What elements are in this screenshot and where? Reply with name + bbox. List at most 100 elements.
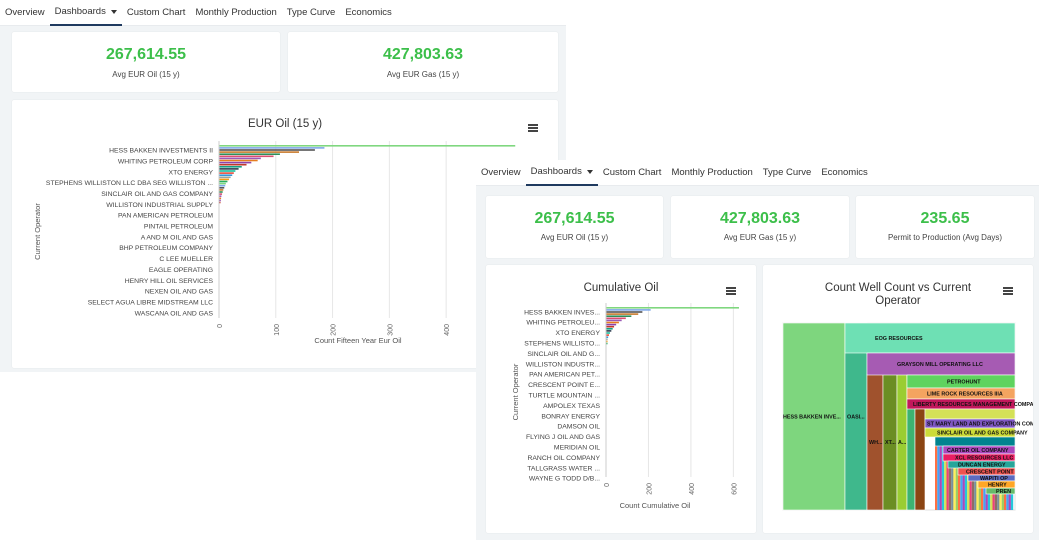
treemap-cell-label: PREN — [996, 489, 1011, 495]
bar — [219, 187, 225, 189]
category-label: PINTAIL PETROLEUM — [144, 224, 213, 231]
bar — [219, 193, 223, 195]
treemap-cell-label: ST MARY LAND AND EXPLORATION COMPANY — [927, 422, 1033, 428]
bar — [219, 151, 299, 153]
category-label: CRESCENT POINT E... — [528, 382, 600, 389]
tab-economics[interactable]: Economics — [345, 7, 392, 18]
kpi-value: 427,803.63 — [382, 46, 464, 63]
y-axis-title: Current Operator — [33, 203, 42, 260]
bar — [606, 325, 615, 328]
bar — [606, 334, 609, 336]
tab-overview[interactable]: Overview — [481, 167, 521, 178]
category-label: XTO ENERGY — [169, 169, 214, 176]
bar — [219, 172, 234, 174]
bar — [606, 313, 639, 315]
bar — [219, 170, 236, 172]
category-label: XTO ENERGY — [556, 330, 601, 337]
category-label: HESS BAKKEN INVESTMENTS II — [109, 148, 213, 155]
tab-monthly-production[interactable]: Monthly Production — [195, 7, 277, 18]
bar — [606, 330, 612, 332]
treemap-tail-cell — [958, 443, 961, 510]
tab-monthly-production[interactable]: Monthly Production — [671, 167, 753, 178]
kpi-card-avg-eur-oil: 267,614.55 Avg EUR Oil (15 y) — [12, 32, 280, 92]
cumulative-oil-chart-card: Cumulative Oil 0 200 400 600 HESS BAKKEN INV… — [486, 265, 756, 533]
bar — [606, 307, 739, 309]
treemap-cell-label: XT... — [885, 440, 896, 446]
bar — [219, 176, 231, 179]
bar — [219, 199, 221, 202]
chevron-down-icon — [110, 9, 117, 14]
tab-economics[interactable]: Economics — [821, 167, 868, 178]
bar — [606, 332, 610, 334]
treemap-tail-cell — [960, 443, 963, 510]
kpi-value: 267,614.55 — [534, 210, 615, 227]
treemap-cell — [844, 322, 1016, 354]
treemap-cell — [924, 408, 1016, 420]
bar — [219, 191, 223, 193]
category-label: SINCLAIR OIL AND GAS COMPANY — [101, 191, 213, 198]
bar — [219, 145, 516, 147]
bar — [219, 147, 325, 149]
well-count-treemap-card: Count Well Count vs Current Operator HES… — [763, 265, 1033, 533]
treemap-cell-label: A... — [898, 440, 907, 446]
tab-custom-chart[interactable]: Custom Chart — [602, 167, 662, 178]
category-label: TALLGRASS WATER ... — [527, 465, 600, 472]
category-label: STEPHENS WILLISTO... — [524, 340, 600, 347]
kpi-label: Avg EUR Gas (15 y) — [723, 233, 797, 242]
x-axis-title: Count Cumulative Oil — [620, 501, 691, 510]
treemap-cell-label: CARTER OIL COMPANY — [947, 448, 1009, 454]
chart-menu-icon[interactable] — [1003, 287, 1013, 295]
kpi-card-permit-to-production: 235.65 Permit to Production (Avg Days) — [856, 196, 1034, 258]
category-label: WAYNE G TODD D/B... — [529, 476, 600, 483]
back-nav-bar: Overview Dashboards Custom Chart Monthly… — [0, 0, 566, 26]
x-tick-label: 100 — [274, 324, 281, 336]
treemap-tail-cell — [951, 443, 954, 510]
x-tick-label: 0 — [217, 324, 224, 328]
category-label: EAGLE OPERATING — [149, 267, 213, 274]
treemap-cell — [985, 487, 1016, 495]
category-label: FLYING J OIL AND GAS — [526, 434, 600, 441]
eur-oil-chart-card: EUR Oil (15 y) 0 100 200 300 400 HESS BAKKEN … — [12, 100, 558, 368]
bar — [606, 338, 608, 341]
category-label: NEXEN OIL AND GAS — [145, 289, 214, 296]
chart-menu-icon[interactable] — [528, 124, 538, 132]
chart-title: EUR Oil (15 y) — [247, 118, 323, 130]
category-label: WHITING PETROLEU... — [526, 320, 600, 327]
bar — [606, 317, 626, 320]
bar — [606, 323, 617, 326]
tab-type-curve[interactable]: Type Curve — [762, 167, 812, 178]
kpi-label: Permit to Production (Avg Days) — [887, 233, 1003, 242]
bar — [606, 311, 643, 313]
category-label: RANCH OIL COMPANY — [527, 455, 600, 462]
treemap-cell — [934, 436, 1016, 447]
x-axis-title: Count Fifteen Year Eur Oil — [314, 336, 401, 345]
cumulative-oil-bar-chart: 0 200 400 600 HESS BAKKEN INVES... WHITING PE… — [511, 303, 739, 510]
y-axis-title: Current Operator — [511, 363, 520, 420]
treemap-cell — [914, 408, 926, 511]
treemap-cell-label: OASI... — [847, 415, 865, 421]
treemap-tail-cell — [935, 443, 938, 510]
category-label: TURTLE MOUNTAIN ... — [529, 392, 601, 399]
treemap-cell-label: XCL RESOURCES LLC — [955, 456, 1013, 462]
treemap-tail-cell — [962, 443, 965, 510]
x-tick-label: 600 — [731, 483, 738, 495]
tab-dashboards[interactable]: Dashboards — [525, 160, 598, 186]
chart-menu-icon[interactable] — [726, 287, 736, 295]
treemap-tail-cell — [944, 443, 947, 510]
treemap-cell-label: HESS BAKKEN INVE... — [783, 415, 841, 421]
bar — [219, 168, 239, 170]
treemap-cell-label: LIBERTY RESOURCES MANAGEMENT COMPANY — [913, 402, 1033, 408]
tab-type-curve[interactable]: Type Curve — [286, 7, 336, 18]
bar — [606, 328, 613, 330]
bar — [219, 189, 224, 191]
tab-dashboards[interactable]: Dashboards — [49, 0, 122, 26]
kpi-value: 267,614.55 — [105, 46, 187, 63]
x-tick-label: 400 — [689, 483, 696, 495]
tab-custom-chart[interactable]: Custom Chart — [126, 7, 186, 18]
kpi-value: 235.65 — [920, 210, 970, 227]
tab-overview[interactable]: Overview — [5, 7, 45, 18]
back-dashboard-window: Overview Dashboards Custom Chart Monthly… — [0, 0, 566, 372]
treemap-cell-label: WH... — [869, 440, 883, 446]
kpi-card-avg-eur-oil: 267,614.55 Avg EUR Oil (15 y) — [486, 196, 663, 258]
treemap-tail-cell — [941, 443, 945, 510]
